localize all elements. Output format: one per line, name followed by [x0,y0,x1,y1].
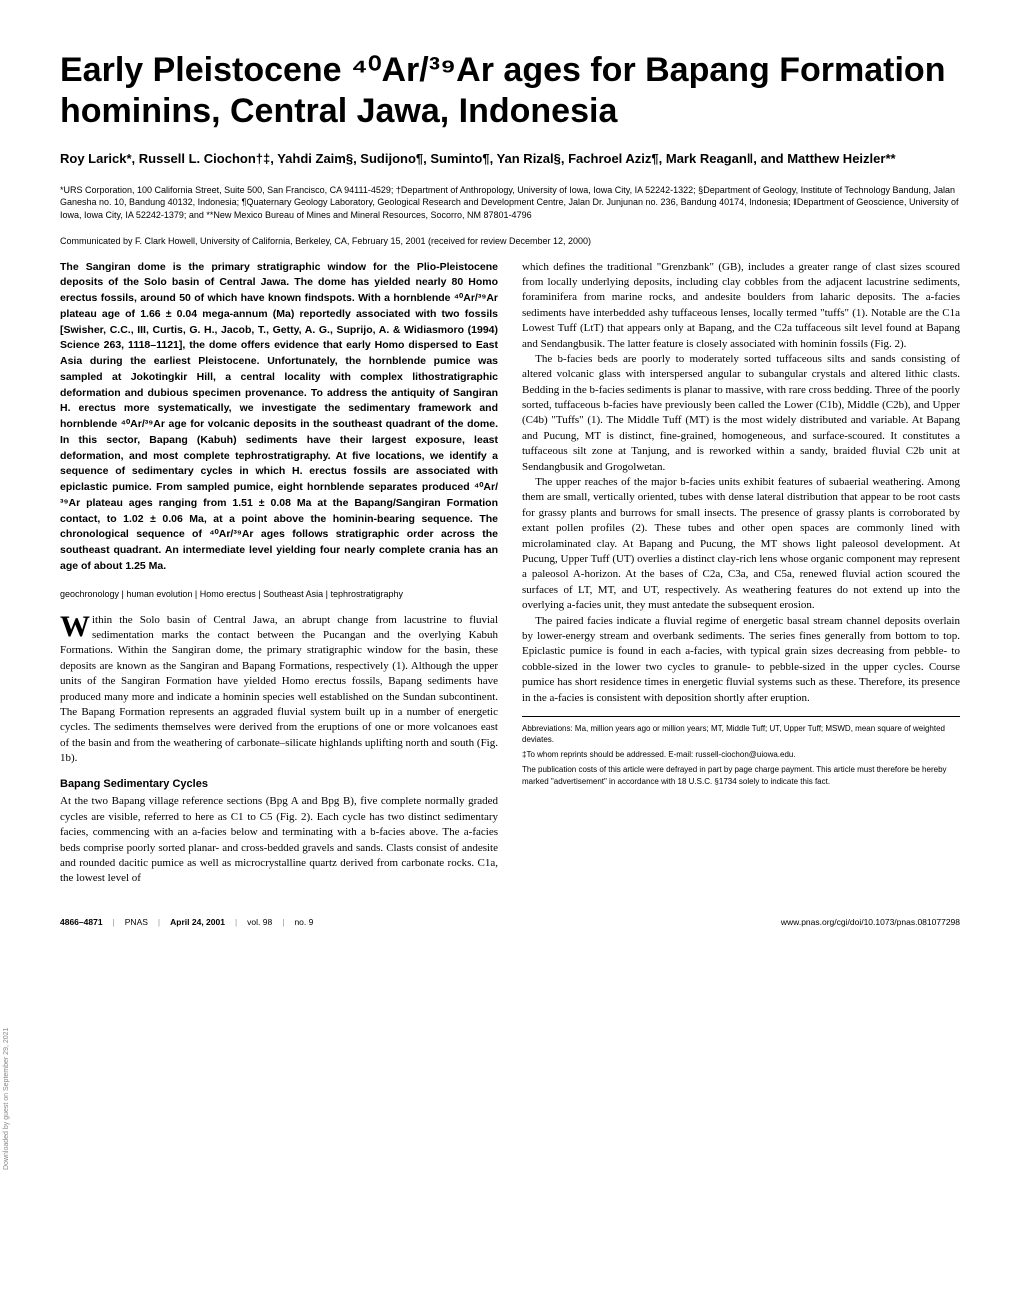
footer-sep-4: | [282,917,284,927]
left-column: The Sangiran dome is the primary stratig… [60,260,498,887]
footnote-divider [522,716,960,717]
footer-pages: 4866–4871 [60,917,103,927]
col2-p1: which defines the traditional "Grenzbank… [522,260,960,352]
abstract: The Sangiran dome is the primary stratig… [60,260,498,575]
section1-p1: At the two Bapang village reference sect… [60,794,498,886]
communicated-line: Communicated by F. Clark Howell, Univers… [60,236,960,246]
intro-paragraph: Within the Solo basin of Central Jawa, a… [60,613,498,767]
section1-text: At the two Bapang village reference sect… [60,794,498,886]
col2-p3: The upper reaches of the major b-facies … [522,475,960,614]
footer-left: 4866–4871 | PNAS | April 24, 2001 | vol.… [60,917,313,927]
footnotes: Abbreviations: Ma, million years ago or … [522,723,960,787]
footnote-abbreviations: Abbreviations: Ma, million years ago or … [522,723,960,745]
keywords: geochronology | human evolution | Homo e… [60,589,498,599]
footnote-reprints: ‡To whom reprints should be addressed. E… [522,749,960,760]
footer-vol: vol. 98 [247,917,272,927]
footnote-publication: The publication costs of this article we… [522,764,960,786]
footer-sep-3: | [235,917,237,927]
intro-text: Within the Solo basin of Central Jawa, a… [60,613,498,767]
footer-sep-2: | [158,917,160,927]
authors-line: Roy Larick*, Russell L. Ciochon†‡, Yahdi… [60,150,960,168]
affiliations: *URS Corporation, 100 California Street,… [60,184,960,222]
article-title: Early Pleistocene ⁴⁰Ar/³⁹Ar ages for Bap… [60,50,960,132]
page-footer: 4866–4871 | PNAS | April 24, 2001 | vol.… [60,917,960,927]
section-heading-bapang: Bapang Sedimentary Cycles [60,778,498,790]
download-notice: Downloaded by guest on September 29, 202… [3,1028,10,1170]
right-column-text: which defines the traditional "Grenzbank… [522,260,960,706]
footer-url: www.pnas.org/cgi/doi/10.1073/pnas.081077… [781,917,960,927]
footer-sep-1: | [113,917,115,927]
footer-pnas: PNAS [125,917,148,927]
right-column: which defines the traditional "Grenzbank… [522,260,960,887]
col2-p4: The paired facies indicate a fluvial reg… [522,614,960,706]
two-column-layout: The Sangiran dome is the primary stratig… [60,260,960,887]
footer-no: no. 9 [294,917,313,927]
col2-p2: The b-facies beds are poorly to moderate… [522,352,960,475]
footer-date: April 24, 2001 [170,917,225,927]
